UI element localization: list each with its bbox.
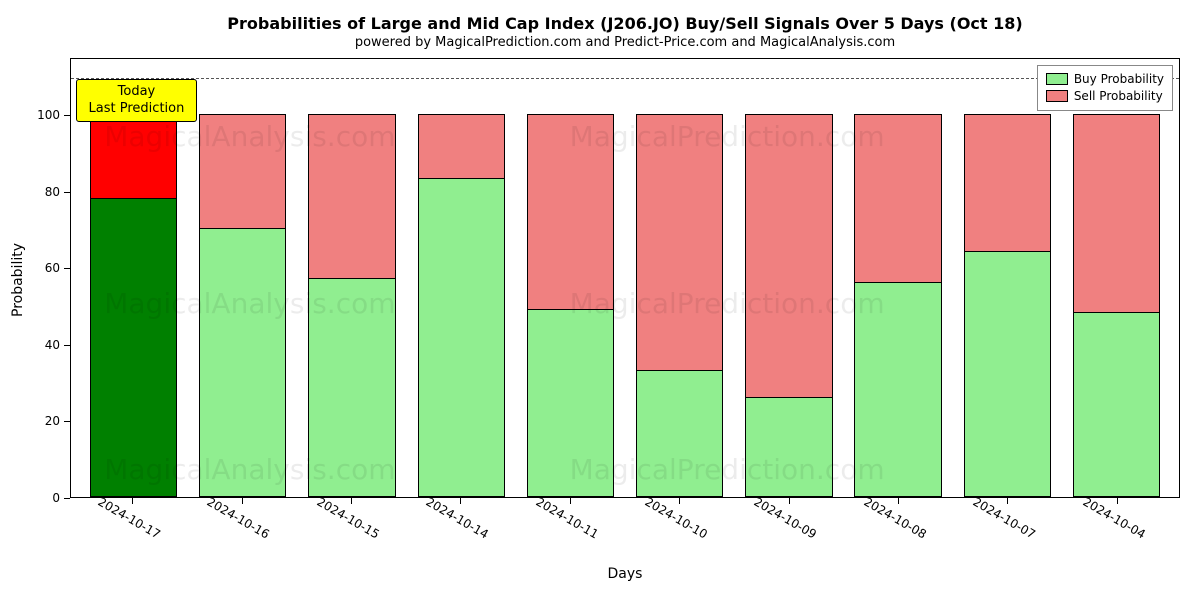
buy-segment — [527, 310, 614, 497]
buy-segment — [1073, 313, 1160, 497]
bar-slot — [516, 59, 625, 497]
y-axis-label: Probability — [10, 243, 26, 317]
stacked-bar — [90, 59, 177, 497]
sell-segment — [745, 114, 832, 397]
buy-segment — [636, 371, 723, 497]
sell-segment — [199, 114, 286, 229]
buy-segment — [418, 179, 505, 497]
stacked-bar — [964, 59, 1051, 497]
annotation-line2: Last Prediction — [89, 101, 185, 116]
legend-swatch — [1046, 73, 1068, 85]
legend-swatch — [1046, 90, 1068, 102]
sell-segment — [636, 114, 723, 370]
sell-segment — [418, 114, 505, 179]
stacked-bar — [745, 59, 832, 497]
legend-label: Buy Probability — [1074, 71, 1164, 88]
sell-segment — [527, 114, 614, 309]
sell-segment — [964, 114, 1051, 252]
annotation-line1: Today — [118, 84, 156, 99]
legend-label: Sell Probability — [1074, 88, 1163, 105]
bar-slot — [734, 59, 843, 497]
bar-slot — [407, 59, 516, 497]
bar-slot — [297, 59, 406, 497]
sell-segment — [308, 114, 395, 279]
stacked-bar — [636, 59, 723, 497]
bar-slot — [953, 59, 1062, 497]
bar-slot — [79, 59, 188, 497]
stacked-bar — [1073, 59, 1160, 497]
plot-area: Buy ProbabilitySell Probability MagicalA… — [70, 58, 1180, 498]
buy-segment — [854, 283, 941, 497]
bar-slot — [625, 59, 734, 497]
bars-group — [71, 59, 1179, 497]
stacked-bar — [199, 59, 286, 497]
buy-segment — [90, 199, 177, 497]
buy-segment — [964, 252, 1051, 497]
legend-item: Buy Probability — [1046, 71, 1164, 88]
stacked-bar — [527, 59, 614, 497]
stacked-bar — [418, 59, 505, 497]
chart-title: Probabilities of Large and Mid Cap Index… — [70, 14, 1180, 33]
chart-container: Probabilities of Large and Mid Cap Index… — [0, 0, 1200, 600]
buy-segment — [308, 279, 395, 497]
legend: Buy ProbabilitySell Probability — [1037, 65, 1173, 111]
bar-slot — [188, 59, 297, 497]
sell-segment — [1073, 114, 1160, 313]
buy-segment — [745, 398, 832, 497]
chart-subtitle: powered by MagicalPrediction.com and Pre… — [70, 35, 1180, 50]
sell-segment — [90, 114, 177, 198]
stacked-bar — [854, 59, 941, 497]
buy-segment — [199, 229, 286, 497]
sell-segment — [854, 114, 941, 282]
legend-item: Sell Probability — [1046, 88, 1164, 105]
stacked-bar — [308, 59, 395, 497]
reference-line — [71, 78, 1179, 79]
today-annotation: Today Last Prediction — [76, 79, 198, 122]
bar-slot — [1062, 59, 1171, 497]
x-axis-label: Days — [70, 566, 1180, 582]
x-axis: 2024-10-172024-10-162024-10-152024-10-14… — [70, 498, 1180, 568]
bar-slot — [843, 59, 952, 497]
